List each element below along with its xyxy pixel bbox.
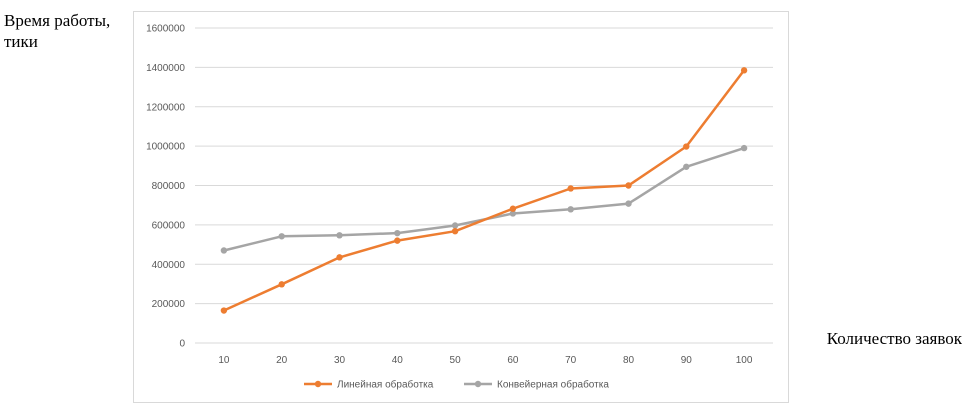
data-point xyxy=(394,237,401,244)
x-tick-label: 50 xyxy=(450,355,462,366)
data-point xyxy=(394,229,401,237)
data-point xyxy=(509,205,517,212)
y-tick-label: 1000000 xyxy=(146,142,185,153)
data-point xyxy=(451,222,459,229)
line-chart: 0 200000 400000 600000 800000 1000000 1200000 1… xyxy=(146,24,773,391)
y-tick-label: 600000 xyxy=(152,220,186,231)
data-point xyxy=(740,144,748,152)
chart-area: 0 200000 400000 600000 800000 1000000 1200000 1… xyxy=(133,11,789,403)
x-tick-label: 100 xyxy=(736,355,753,366)
legend-label: Конвейерная обработка xyxy=(497,379,609,391)
y-tick-label: 1400000 xyxy=(146,63,185,74)
data-point xyxy=(278,233,285,240)
data-point xyxy=(683,163,690,170)
x-tick-label: 70 xyxy=(565,355,577,366)
y-tick-label: 1600000 xyxy=(146,24,185,35)
x-tick-label: 10 xyxy=(218,355,230,366)
x-tick-label: 90 xyxy=(681,355,693,366)
legend-swatch-marker xyxy=(314,380,322,388)
y-tick-label: 200000 xyxy=(152,299,186,310)
y-tick-label: 1200000 xyxy=(146,102,185,113)
legend-swatch-marker xyxy=(474,380,482,388)
x-tick-label: 60 xyxy=(507,355,519,366)
data-point xyxy=(740,67,748,74)
data-point xyxy=(336,254,343,261)
y-tick-label: 400000 xyxy=(152,260,186,271)
data-point xyxy=(683,143,690,150)
data-point xyxy=(278,281,285,288)
y-tick-label: 800000 xyxy=(152,181,186,192)
data-point xyxy=(509,210,517,217)
data-point xyxy=(451,227,459,235)
data-point xyxy=(625,182,632,189)
data-point xyxy=(220,307,228,314)
data-point xyxy=(567,206,574,213)
series-line xyxy=(222,69,746,312)
data-point xyxy=(220,247,228,254)
legend-label: Линейная обработка xyxy=(337,379,434,391)
y-tick-label: 0 xyxy=(179,339,185,350)
x-axis-title: Количество заявок xyxy=(826,329,962,348)
data-point xyxy=(625,200,632,207)
data-point xyxy=(567,185,574,192)
data-point xyxy=(336,232,343,239)
x-tick-label: 30 xyxy=(334,355,346,366)
x-tick-label: 80 xyxy=(623,355,635,366)
series-line xyxy=(222,146,746,252)
x-tick-label: 20 xyxy=(276,355,288,366)
y-axis-title: Время работы, тики xyxy=(4,11,111,51)
x-tick-label: 40 xyxy=(392,355,404,366)
